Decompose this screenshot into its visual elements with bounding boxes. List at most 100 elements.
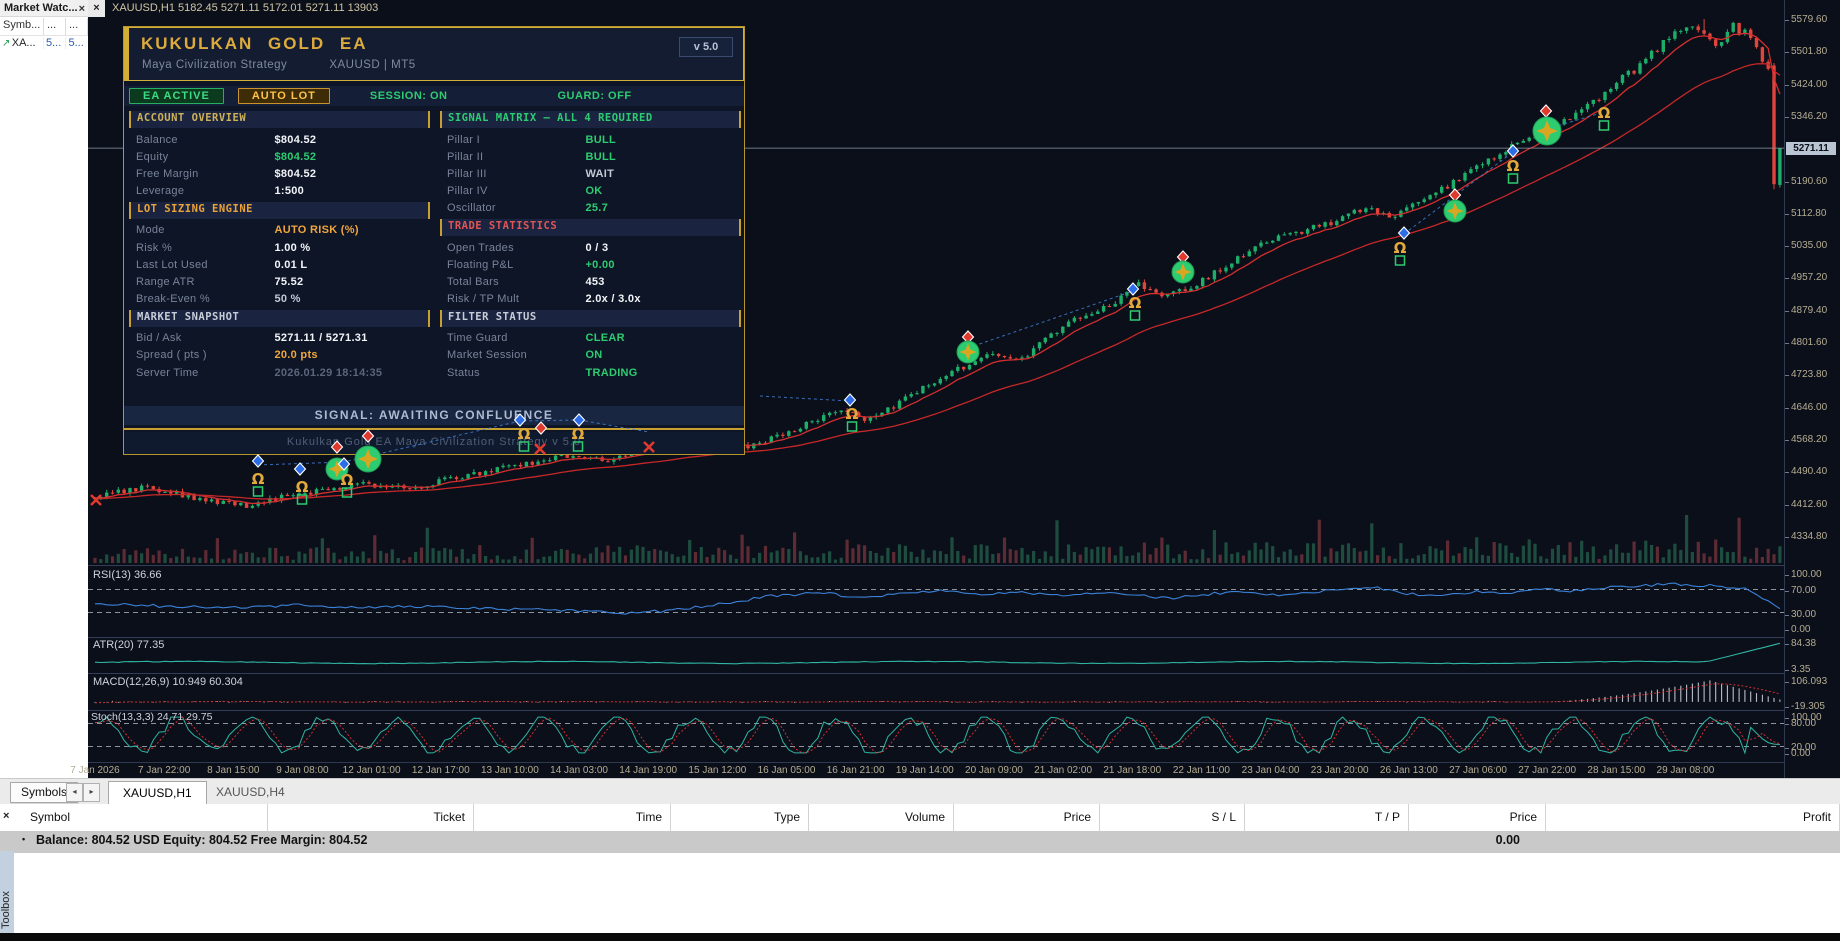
market-watch-row-xauusd[interactable]: ↗ XA... 5... 5...	[0, 35, 88, 51]
indicator-scale-tick: -19.305	[1785, 701, 1825, 712]
col-header-t-p[interactable]: T / P	[1245, 804, 1409, 831]
time-tick: 23 Jan 04:00	[1241, 765, 1300, 776]
col-header-price[interactable]: Price	[1409, 804, 1546, 831]
time-tick: 20 Jan 09:00	[965, 765, 1023, 776]
tab-xauusd-h1[interactable]: XAUUSD,H1	[108, 781, 207, 804]
ea-stat-row: Pillar IV OK	[440, 183, 741, 200]
gold-divider	[124, 428, 744, 430]
stat-label: Risk %	[136, 241, 173, 254]
tab-xauusd-h4[interactable]: XAUUSD,H4	[216, 785, 285, 799]
stat-value: 2.0x / 3.0x	[585, 293, 641, 306]
stat-label: Balance	[136, 133, 178, 146]
ea-right-column: SIGNAL MATRIX — ALL 4 REQUIRED Pillar I BU…	[440, 109, 741, 403]
ea-stat-row: Market Session ON	[440, 347, 741, 364]
col-header-time[interactable]: Time	[474, 804, 671, 831]
col-symbol[interactable]: Symb...	[0, 18, 44, 35]
stat-value: $804.52	[274, 167, 317, 180]
col-header-type[interactable]: Type	[671, 804, 809, 831]
chart-close-icon[interactable]: ×	[88, 0, 105, 17]
time-tick: 21 Jan 18:00	[1103, 765, 1162, 776]
ea-stat-row: Floating P&L +0.00	[440, 256, 741, 273]
toolbox-close-icon[interactable]: ×	[3, 810, 10, 822]
price-axis[interactable]: 5579.60 5501.80 5424.00 5346.20 5190.60 5112.…	[1784, 0, 1840, 778]
col-header-ticket[interactable]: Ticket	[268, 804, 474, 831]
toolbox-side-tab[interactable]: Toolbox	[0, 851, 14, 933]
time-tick: 26 Jan 13:00	[1379, 765, 1438, 776]
ea-stat-row: Spread ( pts ) 20.0 pts	[129, 347, 430, 364]
time-tick: 7 Jan 22:00	[138, 765, 191, 776]
stat-value: 50 %	[274, 293, 301, 306]
tab-scroll-right-icon[interactable]: ▸	[83, 783, 100, 802]
time-tick: 13 Jan 10:00	[480, 765, 539, 776]
stat-label: Server Time	[136, 366, 199, 379]
stat-value: 75.52	[274, 275, 304, 288]
stat-label: Break-Even %	[136, 293, 210, 306]
stat-label: Pillar IV	[447, 185, 488, 198]
stat-value: 1:500	[274, 185, 305, 198]
stat-value: 1.00 %	[274, 241, 311, 254]
toolbox-tab-label: Toolbox	[0, 891, 12, 929]
price-tick: 4490.40	[1784, 466, 1828, 478]
time-tick: 27 Jan 22:00	[1518, 765, 1577, 776]
ea-section-header: TRADE STATISTICS	[440, 218, 741, 236]
stat-value: 453	[585, 275, 605, 288]
time-tick: 14 Jan 19:00	[619, 765, 678, 776]
col-header-volume[interactable]: Volume	[809, 804, 954, 831]
ea-active-badge[interactable]: EA ACTIVE	[129, 88, 224, 104]
stat-value: OK	[585, 185, 603, 198]
price-tick: 4879.40	[1784, 304, 1828, 316]
indicator-scale-tick: 70.00	[1784, 585, 1817, 596]
chart-ohlc-title: XAUUSD,H1 5182.45 5271.11 5172.01 5271.1…	[112, 2, 379, 14]
indicator-scale-tick: 106.093	[1784, 676, 1828, 687]
price-tick: 4412.60	[1784, 498, 1828, 510]
stat-label: Pillar I	[447, 133, 480, 146]
ea-stat-row: Mode AUTO RISK (%)	[129, 222, 430, 239]
col-header-profit[interactable]: Profit	[1546, 804, 1840, 831]
ea-section-header: LOT SIZING ENGINE	[129, 201, 430, 219]
uptick-arrow-icon: ↗	[2, 37, 11, 49]
atr-label: ATR(20) 77.35	[93, 639, 165, 651]
time-tick: 14 Jan 03:00	[550, 765, 608, 776]
bullet-icon: •	[22, 834, 26, 844]
stat-label: Market Session	[447, 349, 528, 362]
time-axis[interactable]: 7 Jan 2026 7 Jan 22:00 8 Jan 15:00 9 Jan 08…	[70, 762, 1784, 779]
price-tick: 5501.80	[1784, 46, 1828, 58]
close-icon[interactable]: ×	[78, 3, 85, 15]
price-tick: 5035.00	[1784, 240, 1828, 252]
col-ask[interactable]: ...	[66, 18, 88, 35]
stat-label: Pillar III	[447, 167, 487, 180]
rsi-label: RSI(13) 36.66	[93, 569, 162, 581]
time-tick: 16 Jan 05:00	[757, 765, 816, 776]
indicator-scale-tick: 20.00	[1784, 742, 1817, 753]
auto-lot-badge[interactable]: AUTO LOT	[237, 88, 330, 104]
col-header-s-l[interactable]: S / L	[1100, 804, 1245, 831]
ea-stat-row: Range ATR 75.52	[129, 273, 430, 290]
price-tick: 5424.00	[1784, 78, 1828, 90]
ea-stat-row: Equity $804.52	[129, 148, 430, 165]
price-tick: 4568.20	[1784, 433, 1828, 445]
stat-value: 5271.11 / 5271.31	[274, 332, 368, 345]
stat-label: Spread ( pts )	[136, 349, 207, 362]
col-header-price[interactable]: Price	[954, 804, 1100, 831]
indicator-scale-tick: 100.00	[1785, 712, 1822, 723]
price-tick: 4723.80	[1784, 369, 1828, 381]
ea-dashboard-panel: KUKULKAN GOLD EA Maya Civilization Strat…	[123, 26, 745, 455]
time-tick: 7 Jan 2026	[70, 765, 120, 776]
tab-scroll-left-icon[interactable]: ◂	[66, 783, 83, 802]
stat-label: Risk / TP Mult	[447, 293, 520, 306]
stat-label: Mode	[136, 224, 165, 237]
stat-label: Time Guard	[447, 332, 508, 345]
time-tick: 22 Jan 11:00	[1172, 765, 1230, 776]
price-tick: 4334.80	[1784, 530, 1828, 542]
candlestick-chart[interactable]	[88, 0, 1784, 762]
col-bid[interactable]: ...	[44, 18, 66, 35]
indicator-scale-tick: 84.38	[1784, 638, 1817, 649]
col-header-symbol[interactable]: Symbol	[18, 804, 268, 831]
stoch-label: Stoch(13,3,3) 24.71 29.75	[91, 711, 213, 723]
ea-symbol-platform: XAUUSD | MT5	[329, 59, 416, 71]
stat-label: Oscillator	[447, 202, 496, 215]
market-watch-panel: Market Watc... × Symb... ... ... ↗ XA...…	[0, 0, 89, 778]
stat-value: 2026.01.29 18:14:35	[274, 366, 383, 379]
ea-stat-row: Server Time 2026.01.29 18:14:35	[129, 364, 430, 381]
macd-label: MACD(12,26,9) 10.949 60.304	[93, 676, 243, 688]
